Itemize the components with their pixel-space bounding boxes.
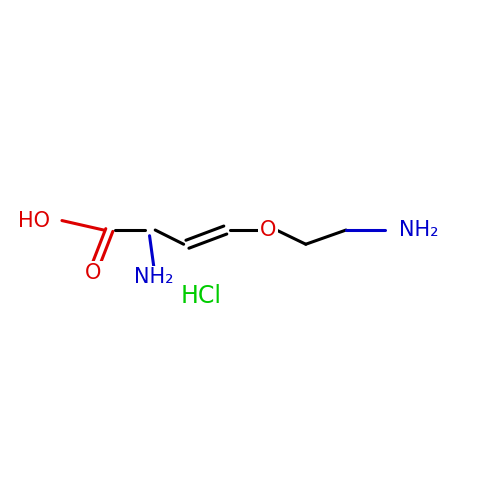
Text: NH₂: NH₂ <box>399 220 439 240</box>
Text: O: O <box>85 262 101 283</box>
Text: HCl: HCl <box>181 285 222 308</box>
Text: NH₂: NH₂ <box>135 267 174 287</box>
Text: HO: HO <box>18 211 50 230</box>
Text: O: O <box>260 220 276 240</box>
